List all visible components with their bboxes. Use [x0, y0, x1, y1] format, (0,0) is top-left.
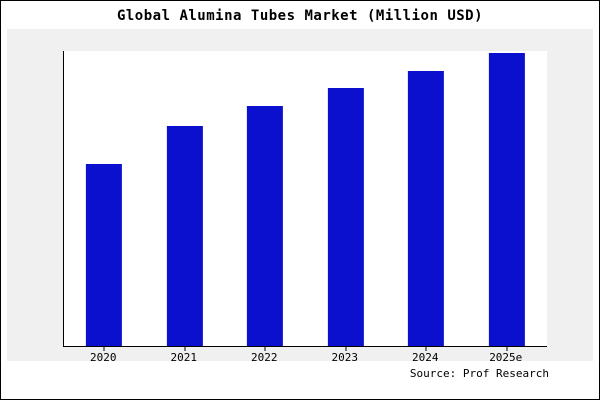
- x-axis-tick: [184, 347, 186, 351]
- chart-canvas: 2020 2021 2022 2023 2024 2025e: [7, 29, 593, 364]
- bar-2020: [86, 164, 123, 346]
- x-axis-labels: 2020 2021 2022 2023 2024 2025e: [63, 351, 546, 367]
- x-axis-tick: [103, 347, 105, 351]
- bar-2022: [247, 106, 284, 346]
- x-axis-label-2025e: 2025e: [489, 351, 523, 364]
- x-axis-tick: [345, 347, 347, 351]
- bar-2023: [327, 88, 364, 346]
- bar-2025e: [488, 53, 525, 346]
- x-axis-tick: [264, 347, 266, 351]
- x-axis-label-2020: 2020: [89, 351, 117, 364]
- x-axis-tick: [425, 347, 427, 351]
- x-axis-label-2022: 2022: [251, 351, 278, 364]
- chart-title: Global Alumina Tubes Market (Million USD…: [116, 8, 484, 24]
- x-axis-tick: [506, 347, 508, 351]
- x-axis-label-2021: 2021: [170, 351, 198, 364]
- source-text: Source: Prof Research: [409, 367, 549, 380]
- x-axis-label-2024: 2024: [412, 351, 439, 364]
- x-axis-label-2023: 2023: [331, 351, 359, 364]
- bar-2024: [408, 71, 445, 346]
- bar-2021: [166, 126, 203, 346]
- plot-area: [63, 51, 547, 351]
